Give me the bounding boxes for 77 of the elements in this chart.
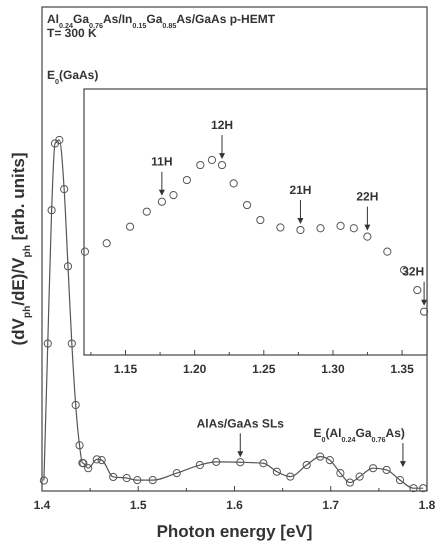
point [420, 308, 428, 316]
point [286, 472, 294, 481]
point [75, 441, 84, 450]
point [172, 469, 181, 478]
point [68, 339, 76, 348]
point [382, 466, 391, 474]
point [409, 484, 418, 492]
point [122, 474, 131, 482]
point [44, 339, 52, 348]
point [196, 460, 204, 470]
point [50, 139, 60, 148]
point [383, 248, 392, 256]
annotation: E$_{0}$(Al$_{0.24}$Ga$_{0.76}$As) [314, 426, 405, 444]
point [208, 156, 216, 164]
point [182, 176, 191, 184]
point [356, 472, 364, 481]
x-tick-label: 1.7 [322, 498, 340, 512]
x-tick-label: 1.35 [390, 362, 414, 376]
point [276, 223, 284, 232]
point [40, 476, 48, 485]
point [64, 262, 72, 270]
point [316, 224, 325, 232]
point [346, 478, 354, 487]
point [142, 208, 151, 216]
point [236, 458, 244, 466]
x-tick-label: 1.25 [252, 362, 276, 376]
point [296, 226, 305, 234]
x-axis-title: Photon energy [eV] [156, 522, 312, 541]
point [336, 469, 344, 478]
point [169, 191, 178, 200]
point [242, 200, 252, 210]
point [98, 456, 106, 464]
point [212, 458, 220, 466]
text: E$_{0}$(GaAs) [47, 68, 98, 86]
point [230, 179, 238, 188]
point [196, 160, 204, 170]
point [350, 224, 358, 232]
x-tick-label: 1.8 [418, 498, 436, 512]
annotation: AlAs/GaAs SLs [196, 416, 284, 430]
point [60, 185, 68, 194]
point [326, 456, 334, 464]
point [218, 160, 226, 170]
point [316, 452, 324, 461]
point [102, 239, 111, 248]
annotation: 21H [289, 183, 312, 198]
point [126, 222, 134, 231]
annotation: 22H [356, 190, 378, 204]
chart-title: Al$_{0.24}$Ga$_{0.76}$As/In$_{0.15}$Ga$_{0.85}$As/GaAs p-HEMT [47, 12, 276, 30]
annotation: 11H [151, 154, 173, 169]
point [55, 136, 64, 144]
point [133, 476, 142, 484]
point [369, 464, 378, 472]
point [272, 468, 281, 476]
point [48, 206, 56, 214]
x-tick-label: 1.4 [34, 498, 51, 512]
point [363, 232, 372, 241]
point [148, 476, 157, 484]
point [109, 472, 118, 482]
point [419, 484, 428, 492]
point [302, 460, 311, 470]
point [336, 222, 345, 230]
x-tick-label: 1.30 [321, 362, 345, 376]
point [413, 286, 422, 294]
point [80, 248, 90, 256]
x-tick-label: 1.15 [114, 362, 138, 376]
point [72, 400, 80, 410]
point [84, 464, 92, 472]
x-tick-label: 1.20 [182, 362, 207, 376]
annotation: 32H [402, 264, 424, 279]
point [92, 455, 101, 464]
point [256, 216, 264, 224]
annotation: 12H [211, 118, 234, 132]
x-tick-label: 1.5 [130, 498, 147, 512]
x-tick-label: 1.6 [226, 498, 244, 512]
point [158, 198, 166, 206]
point [396, 476, 404, 484]
point [259, 459, 268, 468]
